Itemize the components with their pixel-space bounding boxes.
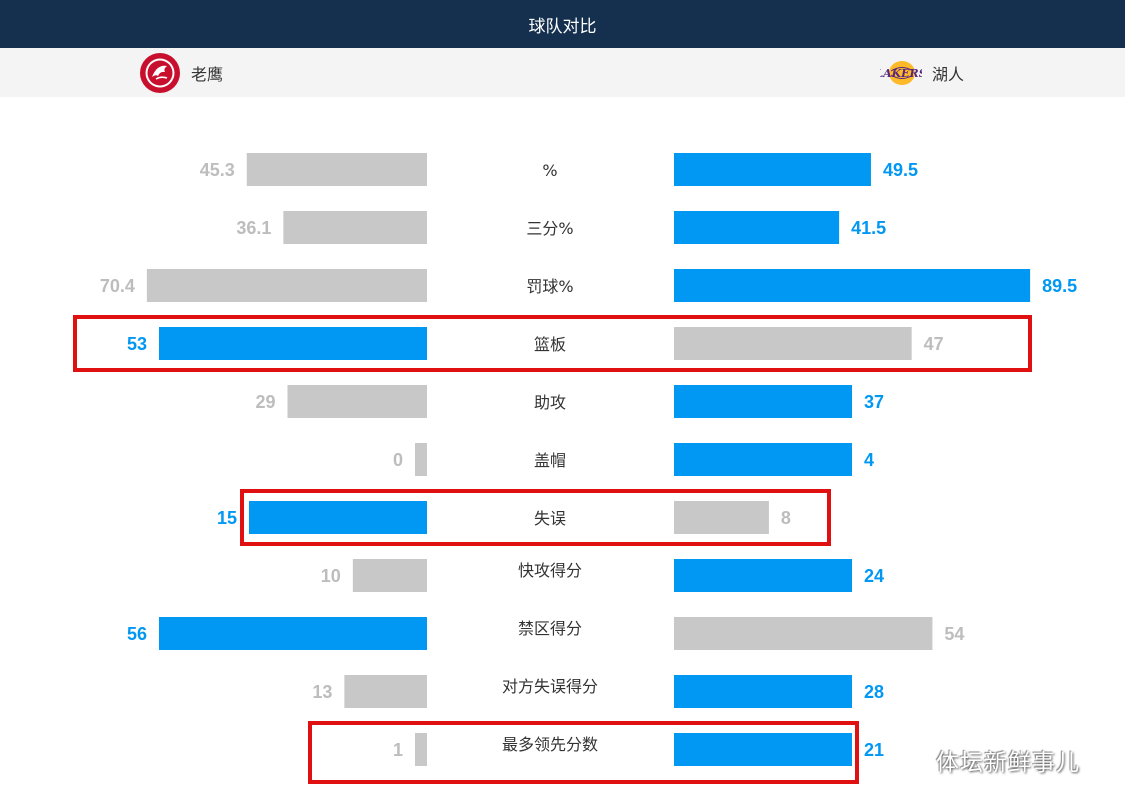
stat-label-4: 助攻	[534, 393, 566, 412]
away-bar-0	[674, 153, 871, 186]
away-bar-8	[674, 617, 933, 650]
away-value-10: 21	[864, 740, 884, 760]
stat-label-9: 对方失误得分	[502, 677, 598, 696]
lakers-logo-icon: LAKERS	[880, 60, 922, 85]
away-value-1: 41.5	[851, 218, 886, 238]
away-bar-5	[674, 443, 852, 476]
stat-row-8: 56 54 禁区得分	[127, 617, 964, 650]
away-bar-3	[674, 327, 912, 360]
away-value-6: 8	[781, 508, 791, 528]
header-bar: 球队对比	[0, 0, 1125, 48]
highlight-box-1	[240, 489, 831, 546]
home-value-1: 36.1	[236, 218, 271, 238]
away-value-4: 37	[864, 392, 884, 412]
home-bar-0	[246, 153, 427, 186]
home-bar-2	[146, 269, 427, 302]
home-value-5: 0	[393, 450, 403, 470]
team-bar: 老鹰 LAKERS 湖人	[0, 48, 1125, 97]
home-bar-10	[415, 733, 427, 766]
stat-row-1: 36.1 41.5 三分%	[236, 211, 886, 244]
away-value-0: 49.5	[883, 160, 918, 180]
stat-label-5: 盖帽	[534, 451, 566, 470]
home-bar-3	[159, 327, 427, 360]
home-bar-9	[344, 675, 427, 708]
away-value-5: 4	[864, 450, 874, 470]
comparison-chart: 45.3 49.5% 36.1 41.5 三分% 70.4 89.5 罚球% 53 47 篮板 29 3…	[73, 153, 1077, 784]
svg-text:LAKERS: LAKERS	[880, 67, 922, 80]
away-value-9: 28	[864, 682, 884, 702]
home-value-4: 29	[255, 392, 275, 412]
home-value-3: 53	[127, 334, 147, 354]
watermark: 体坛新鲜事儿	[936, 750, 1080, 776]
home-value-8: 56	[127, 624, 147, 644]
away-bar-7	[674, 559, 852, 592]
stat-label-1: 三分%	[526, 219, 573, 238]
stat-label-7: 快攻得分	[518, 561, 582, 580]
stat-label-0: %	[542, 161, 557, 180]
stat-row-7: 10 24 快攻得分	[321, 559, 884, 592]
away-bar-10	[674, 733, 852, 766]
stat-row-2: 70.4 89.5 罚球%	[100, 269, 1077, 302]
away-value-2: 89.5	[1042, 276, 1077, 296]
away-bar-6	[674, 501, 769, 534]
stat-row-3: 53 47 篮板	[127, 327, 944, 360]
home-team[interactable]: 老鹰	[139, 48, 223, 97]
home-value-6: 15	[217, 508, 237, 528]
away-value-7: 24	[864, 566, 884, 586]
highlight-box-2	[308, 721, 859, 784]
stat-label-6: 失误	[534, 509, 566, 528]
away-bar-9	[674, 675, 852, 708]
away-team[interactable]: LAKERS 湖人	[880, 48, 964, 97]
home-value-10: 1	[393, 740, 403, 760]
away-bar-1	[674, 211, 840, 244]
away-bar-2	[674, 269, 1031, 302]
home-team-name: 老鹰	[191, 64, 224, 84]
page-title: 球队对比	[528, 16, 597, 37]
stat-label-10: 最多领先分数	[502, 735, 598, 754]
home-value-2: 70.4	[100, 276, 135, 296]
stat-row-4: 29 37 助攻	[255, 385, 884, 418]
stat-row-0: 45.3 49.5%	[200, 153, 918, 186]
stat-label-3: 篮板	[534, 335, 566, 354]
away-value-8: 54	[944, 624, 964, 644]
highlight-box-0	[73, 315, 1032, 372]
stat-row-9: 13 28 对方失误得分	[312, 675, 884, 708]
stat-label-8: 禁区得分	[518, 619, 582, 638]
stat-row-5: 0 4 盖帽	[393, 443, 874, 476]
stat-row-6: 15 8 失误	[217, 501, 791, 534]
hawks-logo-icon	[140, 52, 180, 93]
home-value-9: 13	[312, 682, 332, 702]
home-bar-4	[287, 385, 427, 418]
home-bar-6	[249, 501, 427, 534]
home-value-7: 10	[321, 566, 341, 586]
home-bar-1	[283, 211, 427, 244]
home-bar-8	[159, 617, 427, 650]
away-value-3: 47	[924, 334, 944, 354]
home-value-0: 45.3	[200, 160, 235, 180]
home-bar-7	[352, 559, 427, 592]
away-team-name: 湖人	[932, 64, 965, 84]
home-bar-5	[415, 443, 427, 476]
stat-label-2: 罚球%	[526, 277, 573, 296]
stat-row-10: 1 21 最多领先分数	[393, 733, 884, 766]
away-bar-4	[674, 385, 852, 418]
